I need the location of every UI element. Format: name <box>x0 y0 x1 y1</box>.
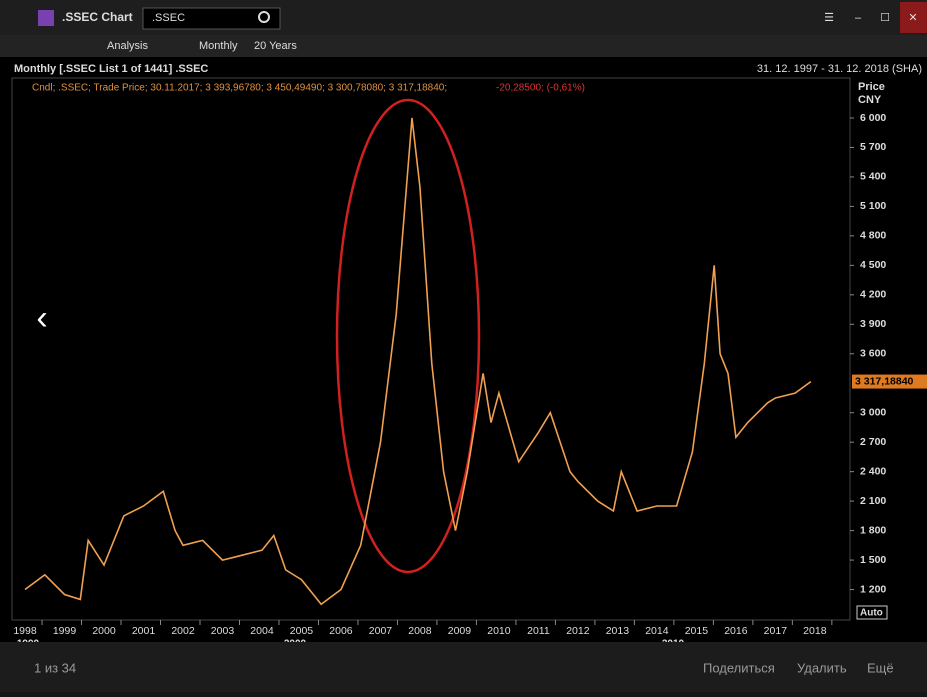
x-tick-label: 2006 <box>329 625 353 637</box>
x-tick-label: 2002 <box>171 625 195 637</box>
interval-menu[interactable]: Monthly <box>199 40 238 52</box>
last-price-label: 3 317,18840 <box>855 375 914 387</box>
chart-range: 31. 12. 1997 - 31. 12. 2018 (SHA) <box>757 63 922 75</box>
y-tick-label: 5 100 <box>860 200 886 212</box>
x-tick-label: 2000 <box>92 625 116 637</box>
y-tick-label: 6 000 <box>860 112 886 124</box>
prev-arrow[interactable]: ‹ <box>36 299 47 337</box>
y-tick-label: 2 400 <box>860 465 886 477</box>
y-tick-label: 4 200 <box>860 289 886 301</box>
toolbar <box>0 35 927 57</box>
title-bar <box>0 0 927 35</box>
minimize[interactable]: – <box>855 12 862 24</box>
y-tick-label: 1 200 <box>860 583 886 595</box>
scale-mode: Auto <box>860 608 883 619</box>
menu[interactable]: ☰ <box>824 12 834 24</box>
x-tick-label: 1998 <box>13 625 37 637</box>
analysis-menu[interactable]: Analysis <box>107 40 148 52</box>
legend-text: Cndl; .SSEC; Trade Price; 30.11.2017; 3 … <box>32 83 447 94</box>
y-axis-unit: CNY <box>858 94 882 106</box>
x-tick-label: 2015 <box>685 625 709 637</box>
y-tick-label: 1 800 <box>860 524 886 536</box>
chart-header: Monthly [.SSEC List 1 of 1441] .SSEC <box>14 63 208 75</box>
y-tick-label: 2 700 <box>860 436 886 448</box>
plot-frame <box>11 77 851 621</box>
y-tick-label: 2 100 <box>860 495 886 507</box>
close-x: ✕ <box>908 12 917 24</box>
y-tick-label: 3 900 <box>860 318 886 330</box>
legend-change: -20,28500; (-0,61%) <box>496 83 585 94</box>
window-title: .SSEC Chart <box>62 10 133 24</box>
x-tick-label: 2010 <box>487 625 511 637</box>
app-icon <box>38 10 54 26</box>
x-tick-label: 2001 <box>132 625 156 637</box>
y-tick-label: 3 000 <box>860 406 886 418</box>
search-icon[interactable] <box>258 11 270 23</box>
share[interactable]: Поделиться <box>703 660 775 675</box>
more[interactable]: Ещё <box>867 660 894 675</box>
highlight-ellipse <box>335 98 481 574</box>
delete[interactable]: Удалить <box>797 660 847 675</box>
chart-panel <box>0 57 927 642</box>
last-price-box <box>852 374 927 389</box>
range-menu[interactable]: 20 Years <box>254 40 297 52</box>
x-tick-label: 2008 <box>408 625 432 637</box>
x-tick-label: 2016 <box>724 625 748 637</box>
x-tick-label: 2017 <box>764 625 788 637</box>
scale-mode-box <box>856 605 888 620</box>
y-tick-label: 1 500 <box>860 554 886 566</box>
y-tick-label: 5 700 <box>860 141 886 153</box>
x-tick-label: 2009 <box>448 625 472 637</box>
x-tick-label: 2011 <box>527 625 550 637</box>
x-tick-label: 2004 <box>250 625 274 637</box>
x-tick-label: 2005 <box>290 625 314 637</box>
y-axis-label: Price <box>858 81 885 93</box>
y-tick-label: 4 500 <box>860 259 886 271</box>
y-tick-label: 3 600 <box>860 348 886 360</box>
x-tick-label: 2003 <box>211 625 235 637</box>
y-tick-label: 5 400 <box>860 171 886 183</box>
search-box[interactable] <box>142 7 281 30</box>
x-tick-label: 2014 <box>645 625 669 637</box>
x-tick-label: 2012 <box>566 625 590 637</box>
x-tick-label: 2018 <box>803 625 827 637</box>
x-tick-label: 1999 <box>53 625 77 637</box>
y-tick-label: 4 800 <box>860 230 886 242</box>
x-tick-label: 2013 <box>606 625 630 637</box>
counter: 1 из 34 <box>34 660 76 675</box>
footer <box>0 642 927 692</box>
x-tick-label: 2007 <box>369 625 393 637</box>
search-text: .SSEC <box>152 12 185 24</box>
maximize[interactable]: ☐ <box>880 12 890 24</box>
price-line <box>24 117 812 606</box>
close-button[interactable] <box>900 2 927 33</box>
